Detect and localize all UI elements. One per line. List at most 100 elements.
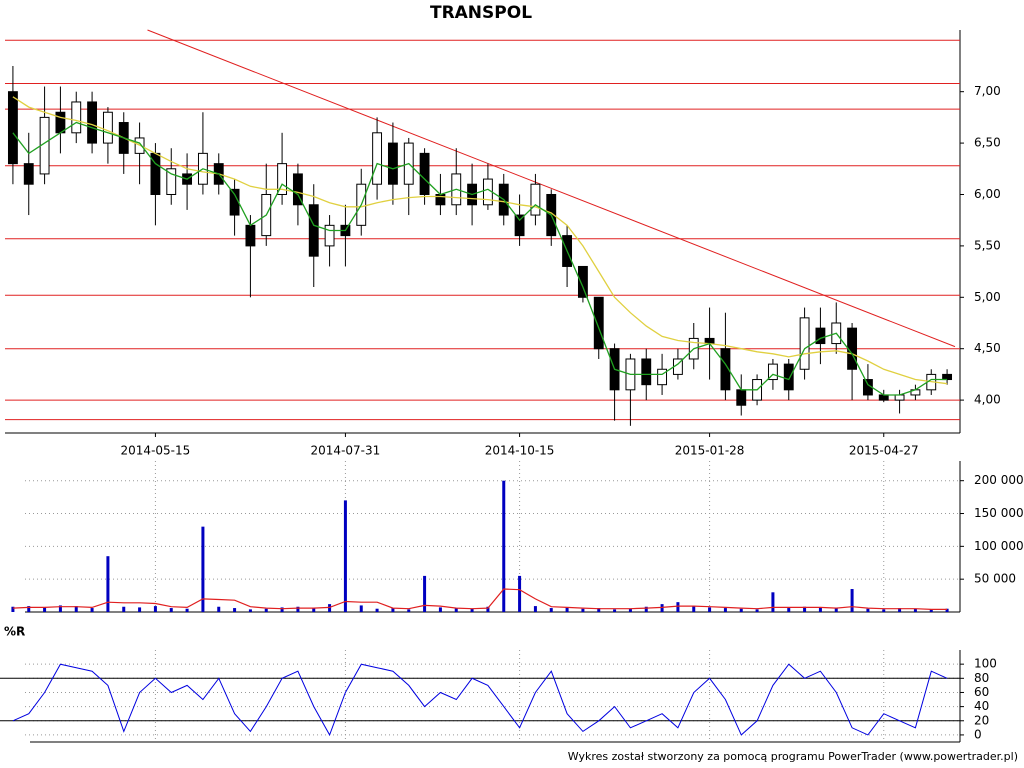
volume-bar xyxy=(803,606,807,612)
candle-body xyxy=(799,317,810,370)
x-tick-label: 2014-05-15 xyxy=(121,444,191,458)
y-tick-label: 6,00 xyxy=(974,187,1001,201)
volume-bar xyxy=(866,608,870,612)
candle-body xyxy=(277,163,288,195)
candle-body xyxy=(87,101,98,144)
volume-bar xyxy=(818,607,822,612)
volume-bar xyxy=(834,608,838,612)
volume-bar xyxy=(343,500,347,612)
volume-bar xyxy=(723,608,727,612)
candle-body xyxy=(942,373,953,381)
candle-body xyxy=(7,91,18,165)
x-tick-label: 2014-10-15 xyxy=(485,444,555,458)
x-tick-label: 2015-01-28 xyxy=(675,444,745,458)
x-tick-label: 2014-07-31 xyxy=(311,444,381,458)
candle-body xyxy=(514,214,525,237)
volume-bar xyxy=(106,556,110,612)
volume-bar xyxy=(312,608,316,612)
moving-average xyxy=(12,121,948,396)
candle-body xyxy=(736,389,747,406)
volume-bar xyxy=(74,606,78,612)
y-tick-label: 100 000 xyxy=(974,539,1024,553)
volume-bar xyxy=(581,608,585,612)
volume-bar xyxy=(502,480,506,612)
volume-bar xyxy=(217,606,221,612)
volume-bar xyxy=(296,606,300,612)
candle-body xyxy=(166,168,177,195)
volume-bar xyxy=(233,608,237,612)
y-tick-label: 5,50 xyxy=(974,238,1001,252)
y-tick-label: 80 xyxy=(974,671,989,685)
candle-body xyxy=(292,173,303,206)
volume-bar xyxy=(613,609,617,612)
candle-body xyxy=(229,188,240,216)
williams-r-line xyxy=(12,663,948,737)
volume-bar xyxy=(549,608,553,612)
volume-bar xyxy=(359,605,363,612)
y-tick-label: 20 xyxy=(974,713,989,727)
candle-body xyxy=(387,142,398,185)
volume-bar xyxy=(138,607,142,612)
volume-bar xyxy=(692,606,696,612)
y-tick-label: 200 000 xyxy=(974,473,1024,487)
candle-body xyxy=(372,132,383,185)
candle-body xyxy=(641,358,652,386)
volume-bar xyxy=(470,608,474,612)
candle-body xyxy=(720,348,731,391)
volume-bar xyxy=(676,602,680,612)
volume-bar xyxy=(771,592,775,612)
y-tick-label: 6,50 xyxy=(974,136,1001,150)
volume-bar xyxy=(787,608,791,612)
volume-bar xyxy=(58,605,62,612)
volume-bar xyxy=(153,606,157,612)
candle-body xyxy=(815,327,826,345)
volume-bar xyxy=(628,608,632,612)
volume-bar xyxy=(280,607,284,612)
candle-body xyxy=(577,265,588,298)
volume-bar xyxy=(850,589,854,612)
volume-bar xyxy=(43,607,47,612)
volume-bar xyxy=(248,609,252,612)
volume-bar xyxy=(169,608,173,612)
y-tick-label: 7,00 xyxy=(974,84,1001,98)
volume-bar xyxy=(533,606,537,612)
volume-average xyxy=(12,588,948,610)
volume-bar xyxy=(755,609,759,612)
y-tick-label: 60 xyxy=(974,685,989,699)
candle-body xyxy=(878,394,889,401)
candle-body xyxy=(245,224,256,247)
candle-body xyxy=(783,363,794,391)
candle-body xyxy=(23,163,34,185)
volume-bar xyxy=(486,606,490,612)
volume-bar xyxy=(438,607,442,612)
volume-bar xyxy=(660,604,664,612)
y-axis-title: %R xyxy=(4,625,25,639)
candle-body xyxy=(308,204,319,257)
volume-bar xyxy=(122,606,126,612)
y-tick-label: 100 xyxy=(974,657,997,671)
candle-body xyxy=(324,224,335,247)
y-tick-label: 5,00 xyxy=(974,290,1001,304)
candle-body xyxy=(55,111,66,134)
chart-title: TRANSPOL xyxy=(430,3,532,23)
x-tick-label: 2015-04-27 xyxy=(849,444,919,458)
y-tick-label: 0 xyxy=(974,727,982,741)
volume-bar xyxy=(913,608,917,612)
y-tick-label: 50 000 xyxy=(974,572,1016,586)
footer: Wykres został stworzony za pomocą progra… xyxy=(568,750,1018,763)
candle-body xyxy=(657,368,668,386)
volume-bar xyxy=(407,609,411,612)
y-tick-label: 40 xyxy=(974,699,989,713)
candle-body xyxy=(894,394,905,401)
volume-bar xyxy=(945,608,949,612)
volume-bar xyxy=(185,608,189,612)
volume-bar xyxy=(708,607,712,612)
volume-bar xyxy=(518,575,522,612)
volume-bar xyxy=(375,608,379,612)
candle-body xyxy=(419,152,430,195)
volume-bar xyxy=(644,606,648,612)
candle-body xyxy=(530,183,541,216)
volume-bar xyxy=(882,609,886,612)
moving-average xyxy=(12,96,948,385)
